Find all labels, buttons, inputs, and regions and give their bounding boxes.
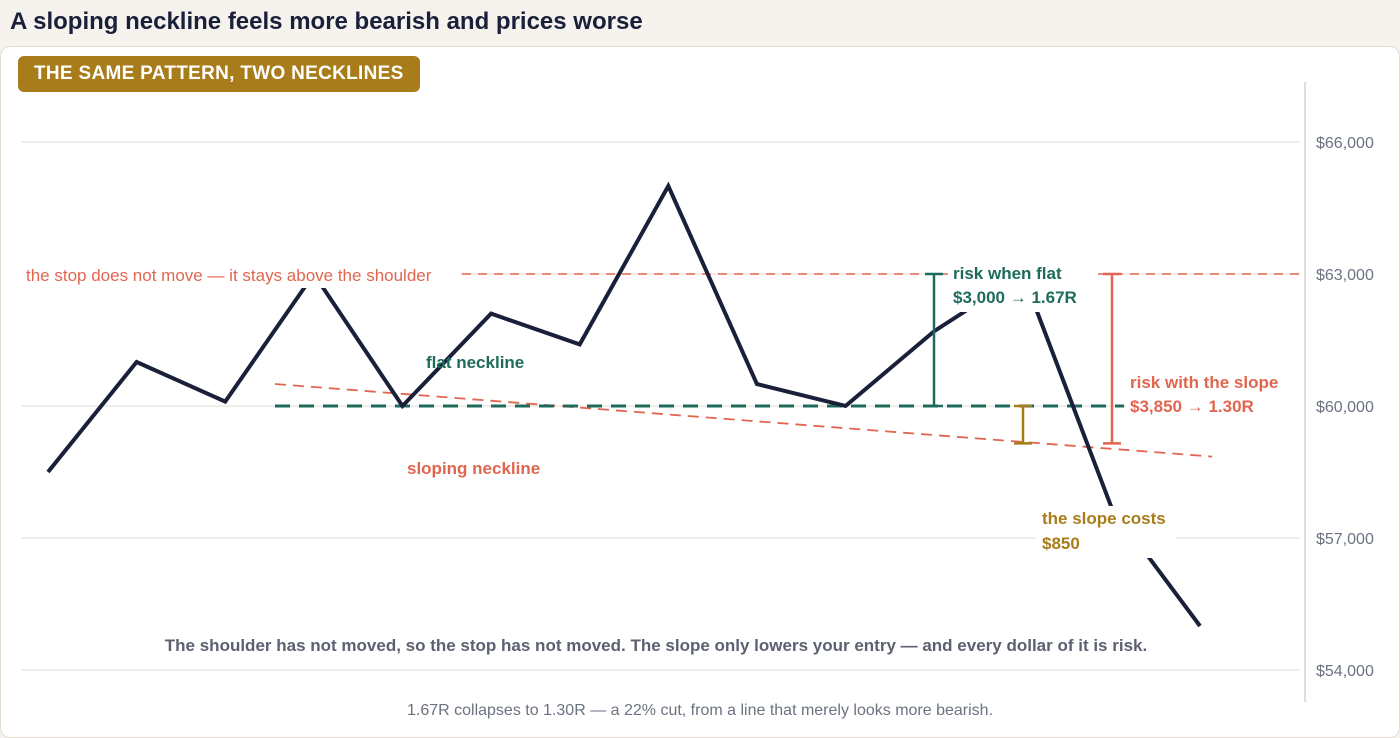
risk-slope-bracket [1103, 272, 1121, 445]
risk-flat-bracket [925, 272, 943, 408]
risk-flat-label: risk when flat [953, 264, 1062, 283]
chart-caption: The shoulder has not moved, so the stop … [165, 636, 1147, 655]
risk-slope-value: $3,850 → 1.30R [1130, 397, 1254, 416]
slope-cost-bracket [1014, 404, 1032, 445]
y-tick-label: $57,000 [1316, 531, 1374, 548]
sloping-neckline-label: sloping neckline [407, 459, 540, 478]
y-tick-label: $60,000 [1316, 399, 1374, 416]
flat-neckline-label: flat neckline [426, 353, 524, 372]
footnote: 1.67R collapses to 1.30R — a 22% cut, fr… [406, 702, 994, 719]
y-tick-label: $66,000 [1316, 135, 1374, 152]
slope-cost-label: the slope costs [1042, 509, 1166, 528]
page-title: A sloping neckline feels more bearish an… [10, 8, 643, 35]
pattern-badge: THE SAME PATTERN, TWO NECKLINES [18, 56, 420, 92]
risk-slope-label: risk with the slope [1130, 373, 1278, 392]
y-tick-labels: $54,000 $57,000 $60,000 $63,000 $66,000 [1316, 135, 1374, 680]
risk-flat-label-bg [948, 262, 1098, 312]
risk-slope-label-bg [1126, 370, 1302, 420]
stop-label-bg [20, 262, 460, 288]
stop-annotation: the stop does not move — it stays above … [26, 266, 432, 285]
y-tick-label: $54,000 [1316, 663, 1374, 680]
slope-cost-label-bg [1036, 506, 1176, 558]
slope-cost-value: $850 [1042, 534, 1080, 553]
sloping-neckline [274, 383, 1213, 458]
risk-flat-value: $3,000 → 1.67R [953, 288, 1077, 307]
y-tick-label: $63,000 [1316, 267, 1374, 284]
